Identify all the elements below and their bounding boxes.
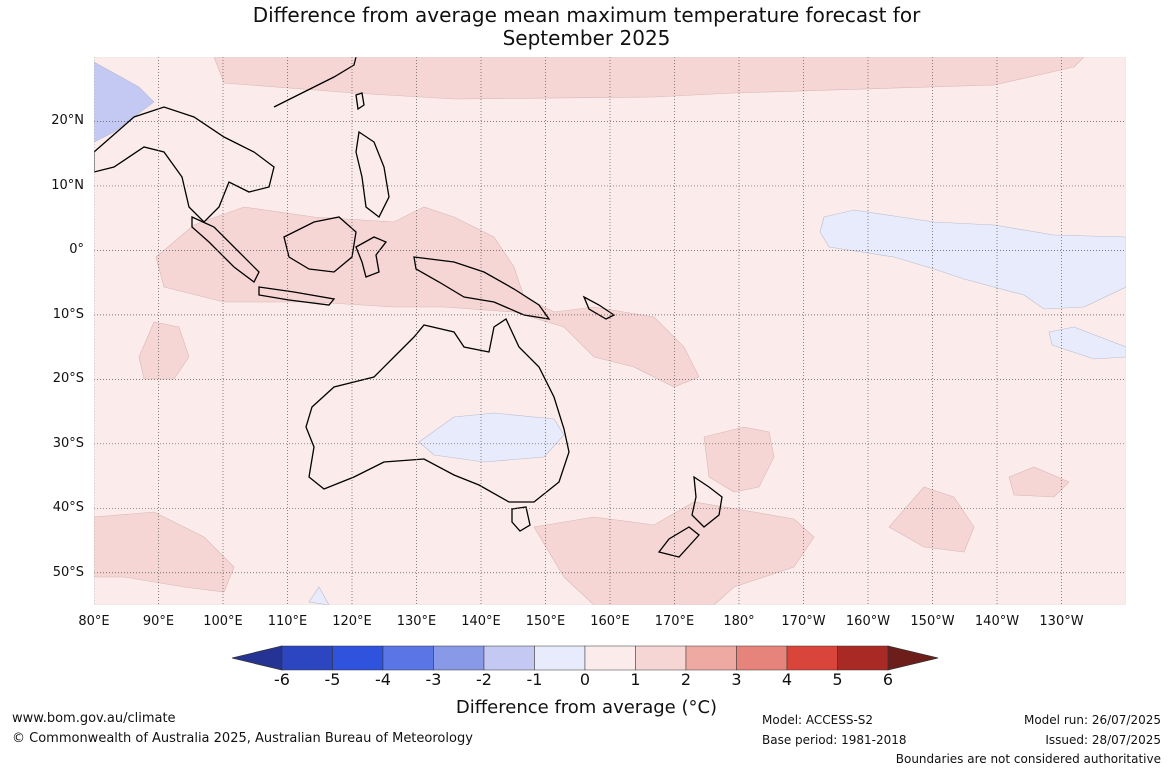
warm-region-east-pacific: [888, 486, 975, 553]
graticule-lines: [94, 57, 1126, 605]
java-outline: [258, 286, 336, 306]
longitude-label: 170°E: [654, 614, 695, 629]
sulawesi-outline: [355, 236, 388, 278]
longitude-label: 160°W: [845, 614, 891, 629]
title-line-1: Difference from average mean maximum tem…: [252, 3, 921, 27]
borneo-outline: [283, 216, 357, 273]
warm-region-indonesia: [155, 206, 700, 388]
footer-url[interactable]: www.bom.gov.au/climate: [12, 711, 176, 726]
colorbar-swatch: [483, 645, 535, 671]
warm-region-southern-ocean: [94, 511, 235, 593]
colorbar-swatch: [736, 645, 788, 671]
colorbar-tick-label: 6: [882, 670, 894, 689]
colorbar-swatch: [584, 645, 636, 671]
colorbar-label: Difference from average (°C): [455, 697, 718, 718]
colorbar-swatch: [433, 645, 485, 671]
latitude-label: 20°S: [52, 371, 84, 387]
colorbar-min-extension: [232, 645, 283, 671]
footer-model-run: Model run: 26/07/2025: [1023, 713, 1161, 727]
longitude-label: 160°E: [590, 614, 630, 629]
longitude-label: 100°E: [203, 614, 243, 629]
colorbar-swatch: [635, 645, 687, 671]
colorbar-tick-label: -2: [476, 670, 492, 689]
colorbar-tick-label: 2: [680, 670, 692, 689]
longitude-label: 170°W: [781, 614, 826, 629]
colorbar-swatch: [685, 645, 737, 671]
footer-base-period: Base period: 1981-2018: [762, 733, 907, 747]
colorbar-tick-label: 4: [781, 670, 793, 689]
longitude-label: 130°W: [1039, 614, 1084, 629]
longitude-label: 110°E: [267, 614, 308, 629]
longitude-label: 130°E: [396, 614, 437, 629]
latitude-label: 0°: [69, 242, 84, 258]
new-zealand-north-outline: [691, 475, 723, 528]
latitude-label: 40°S: [52, 500, 84, 516]
longitude-label: 90°E: [142, 614, 175, 629]
sumatra-outline: [191, 215, 260, 283]
longitude-label: 80°E: [78, 614, 110, 629]
colorbar-tick-label: -4: [375, 670, 391, 689]
warm-region-north: [213, 57, 1085, 100]
longitude-label: 140°W: [974, 614, 1020, 629]
colorbar-swatch: [281, 645, 333, 671]
mainland-asia-outline: [94, 106, 275, 223]
latitude-label: 50°S: [52, 564, 84, 580]
colorbar-tick-label: -1: [526, 670, 543, 689]
philippines-outline: [355, 130, 390, 218]
tasmania-outline: [511, 506, 531, 532]
footer-issued: Issued: 28/07/2025: [1045, 733, 1161, 747]
taiwan-outline: [355, 92, 365, 111]
colorbar: [232, 645, 939, 671]
colorbar-swatch: [786, 645, 838, 671]
cool-anomaly-regions: [94, 61, 1126, 605]
latitude-label: 10°N: [51, 177, 84, 193]
warm-anomaly-regions: [94, 57, 1085, 605]
cool-region-south: [308, 586, 330, 605]
longitude-label: 150°E: [525, 614, 566, 629]
warm-region-indian: [138, 321, 190, 380]
latitude-label: 20°N: [51, 113, 84, 129]
colorbar-tick-label: 3: [731, 670, 742, 689]
footer-copyright: © Commonwealth of Australia 2025, Austra…: [12, 731, 473, 746]
colorbar-max-extension: [887, 645, 939, 671]
footer-model: Model: ACCESS-S2: [762, 713, 874, 727]
cool-region-australia: [418, 412, 565, 463]
longitude-label: 150°W: [910, 614, 955, 629]
colorbar-tick-label: -5: [324, 670, 341, 689]
footer-boundaries: Boundaries are not considered authoritat…: [895, 752, 1161, 766]
australia-outline: [305, 318, 570, 503]
new-guinea-outline: [413, 256, 551, 320]
forecast-map: [94, 57, 1126, 605]
latitude-label: 30°S: [52, 435, 84, 451]
title-line-2: September 2025: [502, 26, 671, 50]
land-outlines: [94, 57, 723, 558]
longitude-label: 180°: [723, 614, 755, 629]
longitude-label: 140°E: [461, 614, 501, 629]
warm-region-south-pacific: [533, 501, 815, 605]
solomon-islands-outline: [582, 295, 616, 320]
colorbar-swatch: [332, 645, 384, 671]
cool-region-east-pacific: [1048, 326, 1126, 360]
colorbar-tick-label: -6: [274, 670, 290, 689]
china-coast-outline: [273, 57, 357, 108]
colorbar-swatch: [534, 645, 586, 671]
colorbar-tick-label: 1: [630, 670, 641, 689]
new-zealand-south-outline: [657, 526, 700, 558]
colorbar-swatches: [232, 645, 939, 671]
colorbar-swatch: [837, 645, 889, 671]
longitude-label: 120°E: [332, 614, 372, 629]
map-title: Difference from average mean maximum tem…: [0, 4, 1173, 50]
colorbar-tick-label: 5: [832, 670, 843, 689]
colorbar-tick-label: -3: [425, 670, 442, 689]
cool-region-central-pacific: [819, 209, 1126, 310]
latitude-label: 10°S: [52, 306, 84, 322]
colorbar-swatch: [382, 645, 434, 671]
colorbar-tick-label: 0: [579, 670, 591, 689]
